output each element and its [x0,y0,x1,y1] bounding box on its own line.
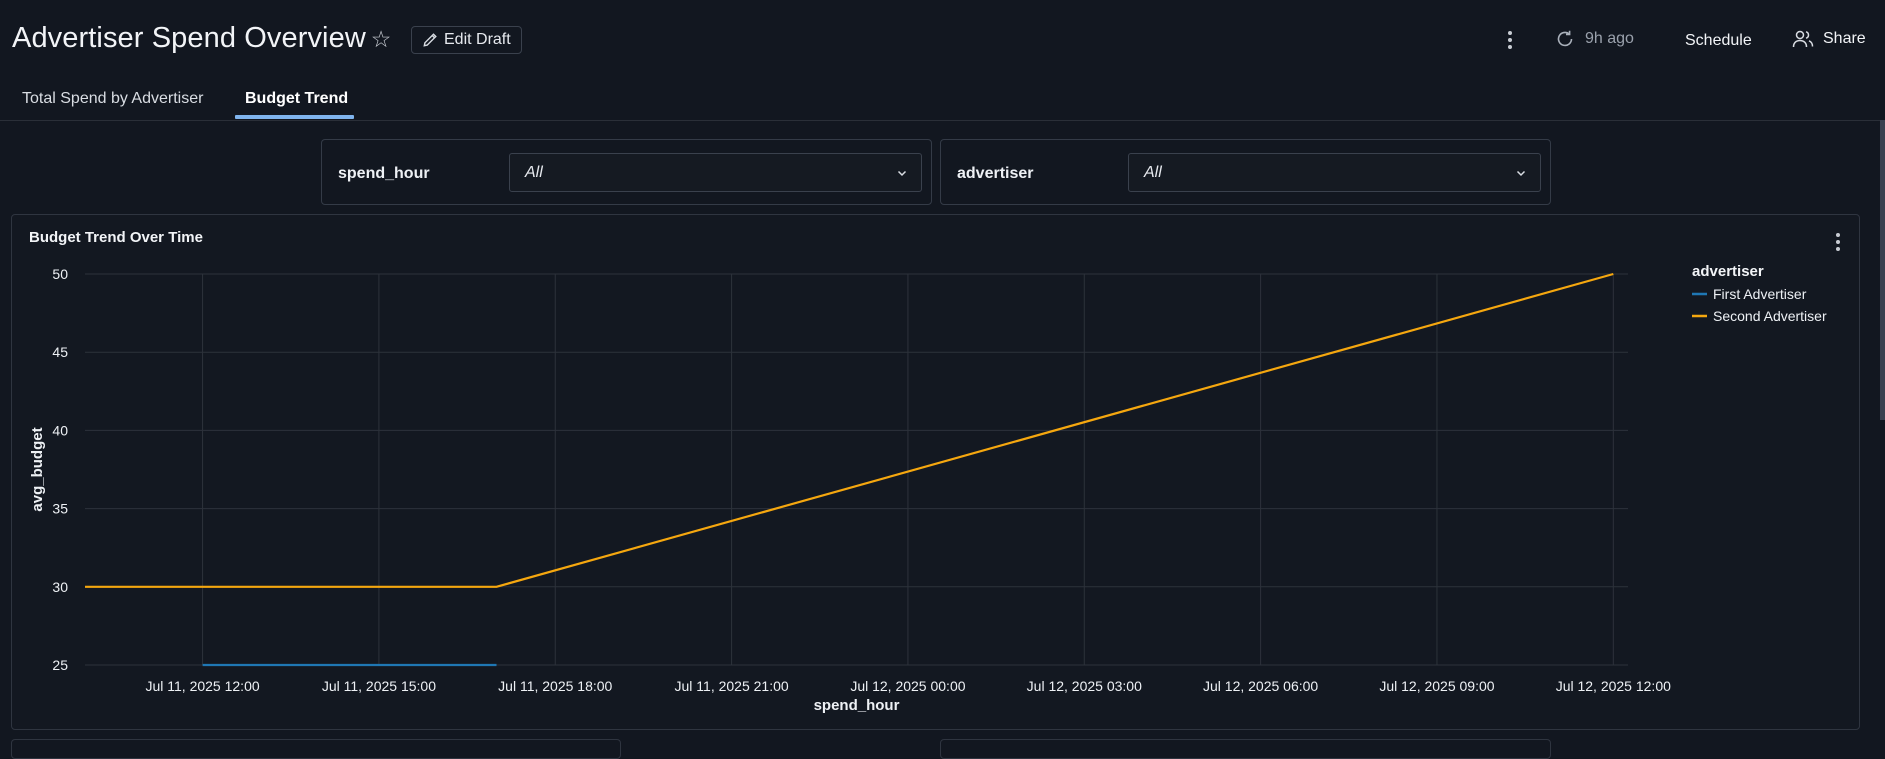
last-refreshed: 9h ago [1585,30,1634,47]
tab-bar: Total Spend by Advertiser Budget Trend [0,84,1885,121]
filter-label: spend_hour [338,165,430,182]
select-value: All [525,164,543,181]
select-value: All [1144,164,1162,181]
dashboard-header: Advertiser Spend Overview ☆ Edit Draft 9… [0,0,1885,84]
edit-draft-label: Edit Draft [444,31,511,48]
users-icon [1792,30,1814,48]
scrollbar[interactable] [1880,120,1885,420]
tab-budget-trend[interactable]: Budget Trend [245,90,349,107]
star-icon[interactable]: ☆ [370,26,392,52]
share-label: Share [1823,30,1866,47]
page-title: Advertiser Spend Overview [12,22,366,54]
share-button[interactable]: Share [1792,29,1866,49]
active-tab-indicator [235,115,354,119]
refresh-icon [1557,30,1573,47]
next-panel-edge [11,739,621,759]
filter-spend-hour: spend_hour All [321,139,932,205]
edit-draft-button[interactable]: Edit Draft [411,26,522,54]
refresh-button[interactable]: 9h ago [1555,29,1634,49]
schedule-button[interactable]: Schedule [1685,32,1752,49]
advertiser-select[interactable]: All [1128,153,1541,192]
tab-total-spend[interactable]: Total Spend by Advertiser [22,90,204,107]
chevron-down-icon [897,170,907,177]
panel-title: Budget Trend Over Time [29,229,203,246]
pencil-icon [423,33,437,47]
more-options-icon[interactable] [1500,28,1520,52]
filter-label: advertiser [957,165,1034,182]
panel-menu-icon[interactable] [1830,231,1846,253]
spend-hour-select[interactable]: All [509,153,922,192]
next-panel-edge [940,739,1551,759]
chevron-down-icon [1516,170,1526,177]
chart-panel: Budget Trend Over Time [11,214,1860,730]
filter-advertiser: advertiser All [940,139,1551,205]
